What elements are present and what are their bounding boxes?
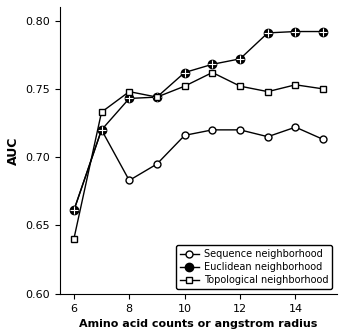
Sequence neighborhood	[127, 178, 131, 182]
Line: Topological neighborhood: Topological neighborhood	[71, 69, 327, 243]
Sequence neighborhood	[99, 128, 104, 132]
Line: Sequence neighborhood: Sequence neighborhood	[71, 124, 327, 214]
Sequence neighborhood	[321, 137, 325, 141]
Euclidean neighborhood	[210, 62, 214, 66]
Sequence neighborhood	[238, 128, 242, 132]
Topological neighborhood	[210, 71, 214, 75]
Topological neighborhood	[238, 84, 242, 88]
Sequence neighborhood	[155, 162, 159, 166]
Euclidean neighborhood	[72, 208, 76, 212]
Topological neighborhood	[99, 110, 104, 114]
Topological neighborhood	[321, 87, 325, 91]
Euclidean neighborhood	[238, 57, 242, 61]
Euclidean neighborhood	[321, 30, 325, 34]
Legend: Sequence neighborhood, Euclidean neighborhood, Topological neighborhood: Sequence neighborhood, Euclidean neighbo…	[175, 245, 332, 289]
Sequence neighborhood	[210, 128, 214, 132]
Euclidean neighborhood	[127, 96, 131, 100]
Topological neighborhood	[155, 95, 159, 99]
X-axis label: Amino acid counts or angstrom radius: Amino acid counts or angstrom radius	[79, 319, 318, 329]
Line: Euclidean neighborhood: Euclidean neighborhood	[69, 27, 327, 215]
Topological neighborhood	[266, 90, 270, 94]
Y-axis label: AUC: AUC	[7, 136, 20, 165]
Sequence neighborhood	[266, 135, 270, 139]
Euclidean neighborhood	[155, 95, 159, 99]
Euclidean neighborhood	[99, 128, 104, 132]
Sequence neighborhood	[72, 208, 76, 212]
Sequence neighborhood	[293, 125, 298, 129]
Sequence neighborhood	[183, 133, 187, 137]
Euclidean neighborhood	[266, 31, 270, 35]
Euclidean neighborhood	[183, 71, 187, 75]
Topological neighborhood	[183, 84, 187, 88]
Euclidean neighborhood	[293, 30, 298, 34]
Topological neighborhood	[72, 237, 76, 241]
Topological neighborhood	[127, 90, 131, 94]
Topological neighborhood	[293, 83, 298, 87]
